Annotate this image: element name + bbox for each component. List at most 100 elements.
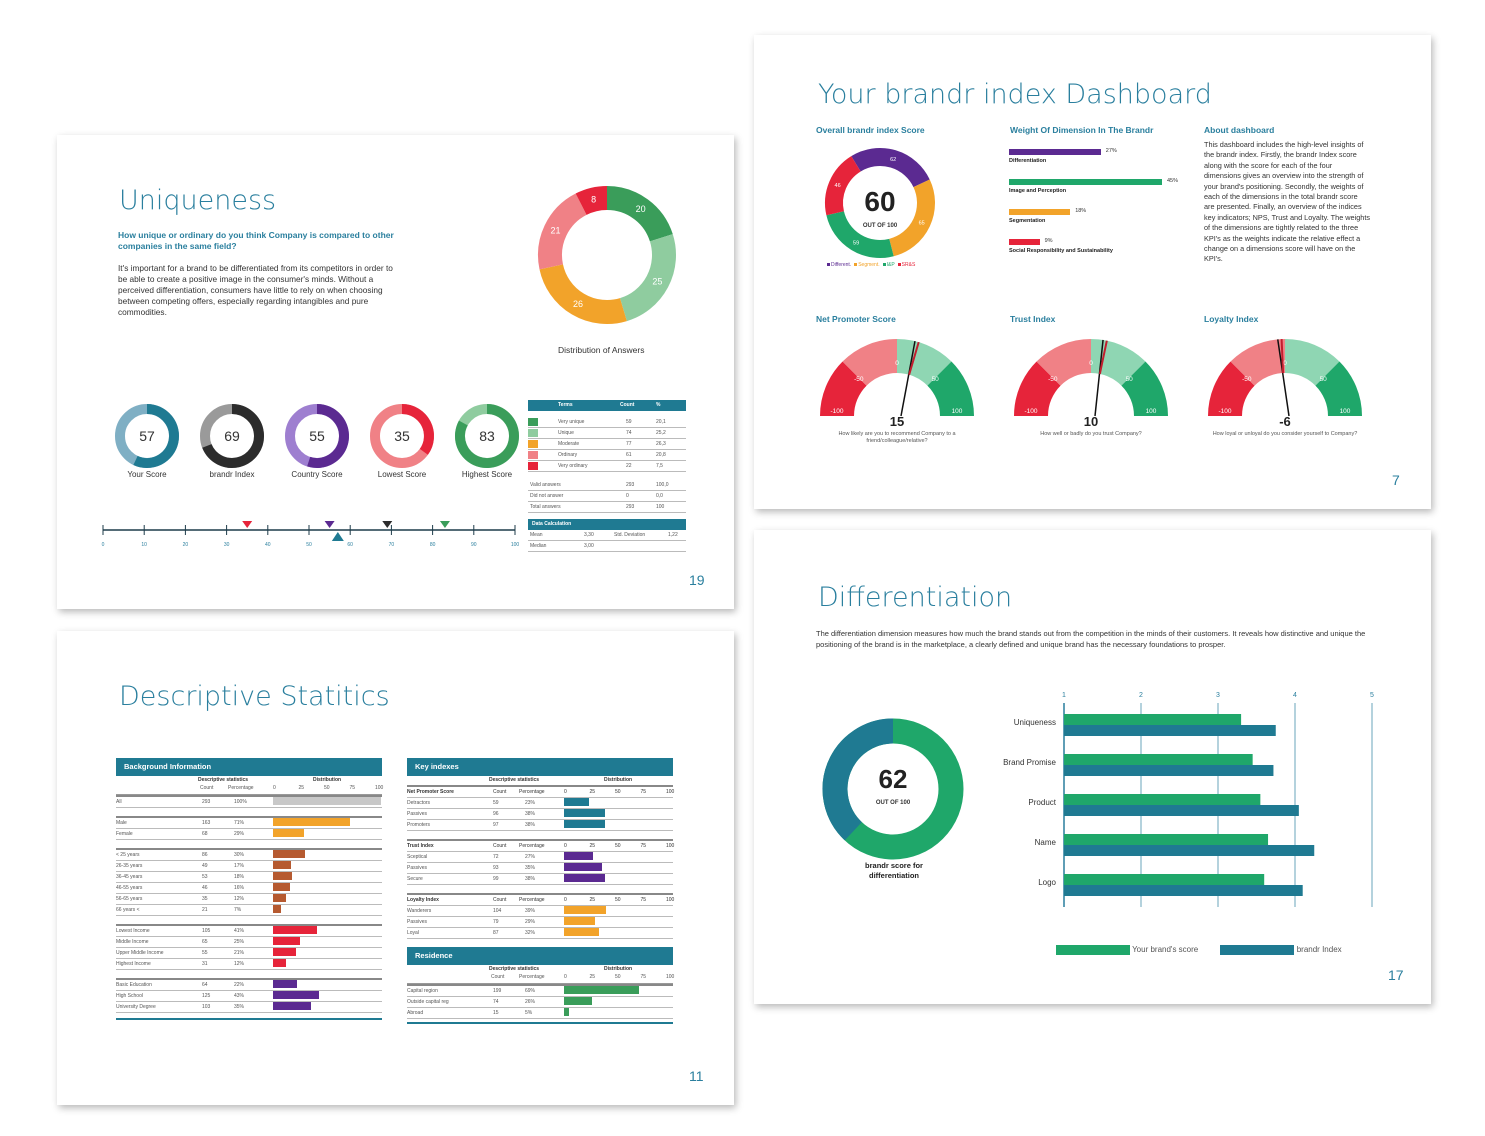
gauge-value: 15 <box>889 414 905 429</box>
terms-col-terms: Terms <box>558 402 573 408</box>
donut-slice <box>606 186 673 242</box>
x-tick-label: 2 <box>1139 692 1143 699</box>
score-value: 55 <box>309 428 325 444</box>
score-arc <box>307 404 349 468</box>
stat-row: Passives 93 35% <box>407 863 673 874</box>
stat-name: All <box>116 799 122 805</box>
col-count: Count <box>491 974 505 980</box>
col-stats: Descriptive statistics <box>489 966 540 972</box>
stat-count: 72 <box>493 854 499 860</box>
legend-label: SR&S <box>901 262 916 268</box>
stat-row: Basic Education 64 22% <box>116 978 382 991</box>
gauge-title: Net Promoter Score <box>816 314 896 324</box>
gauge-tick-label: 100 <box>952 408 963 415</box>
answers-name: Valid answers <box>530 482 561 488</box>
body-text: It's important for a brand to be differe… <box>118 263 393 317</box>
stat-name: Basic Education <box>116 982 152 988</box>
stat-count: 87 <box>493 930 499 936</box>
stat-count: 68 <box>202 831 208 837</box>
category-label: Brand Promise <box>1003 758 1056 767</box>
terms-row: Moderate 77 26,3 <box>528 439 686 450</box>
stat-name: Passives <box>407 865 428 871</box>
score-circle: 35 <box>370 404 434 468</box>
stat-row: Upper Middle Income 55 21% <box>116 948 382 959</box>
bar-brand <box>1064 754 1253 765</box>
stat-name: Highest Income <box>116 961 151 967</box>
page-number: 7 <box>1392 472 1400 488</box>
gauge-band <box>1036 339 1092 387</box>
weight-bar <box>1009 209 1071 215</box>
weight-bar <box>1009 239 1040 245</box>
stat-name: High School <box>116 993 143 999</box>
stat-row: Trust Index Count Percentage 0 25 50 75 100 <box>407 839 674 852</box>
table-foot <box>116 1018 382 1020</box>
stat-pct: 7% <box>234 907 242 913</box>
about-text: This dashboard includes the high-level i… <box>1204 140 1371 264</box>
stat-name: Outside capital reg <box>407 999 449 1005</box>
stat-name: Loyalty Index <box>407 897 439 903</box>
legend-swatch <box>897 263 901 266</box>
gauge-band <box>1314 361 1362 417</box>
terms-swatch <box>528 418 538 426</box>
overall-donut-label: 59 <box>853 240 859 246</box>
terms-count: 22 <box>626 463 632 469</box>
stat-pct: 100% <box>234 799 247 805</box>
stat-count: 93 <box>493 865 499 871</box>
stat-bar <box>273 829 305 837</box>
page-number: 11 <box>689 1068 704 1084</box>
score-arc <box>202 404 264 468</box>
col-stats: Descriptive statistics <box>198 777 249 783</box>
gauge-band <box>926 361 974 417</box>
stat-count: Count <box>493 843 507 849</box>
differentiation-donut: 62 OUT OF 100 <box>822 718 964 860</box>
stat-name: Abroad <box>407 1010 424 1016</box>
stat-row: 66 years < 21 7% <box>116 905 382 916</box>
stat-name: Net Promoter Score <box>407 789 454 795</box>
calc-row: Median 3,00 <box>528 541 686 552</box>
differentiation-score: 62 <box>879 764 908 794</box>
col-header-sub: Count Percentage 0 25 50 75 100 <box>116 785 383 795</box>
gauge-reference <box>1280 339 1285 374</box>
score-value: 83 <box>479 428 495 444</box>
gauge-value: 10 <box>1083 414 1099 429</box>
x-tick-label: 4 <box>1293 692 1297 699</box>
stat-bar <box>564 917 596 925</box>
stat-count: 35 <box>202 896 208 902</box>
terms-name: Unique <box>558 430 574 436</box>
stat-pct: 38% <box>525 876 536 882</box>
terms-name: Very unique <box>558 419 585 425</box>
gauge-value: -6 <box>1279 414 1291 429</box>
gauge-tick-label: -100 <box>830 408 843 415</box>
stat-bar <box>273 894 286 902</box>
score-circle: 57 <box>115 404 179 468</box>
bar-brand <box>1064 714 1242 725</box>
calc-label: Mean <box>530 532 543 538</box>
answers-count: 293 <box>626 504 635 510</box>
stat-row: Capital region 199 69% <box>407 984 673 997</box>
col-pct: Percentage <box>519 974 545 980</box>
bar-index <box>1064 725 1276 736</box>
stat-pct: 23% <box>525 800 536 806</box>
stat-pct: 38% <box>525 811 536 817</box>
axis-tick: 25 <box>589 974 596 980</box>
gauge: -100 -50 0 50 100 <box>1208 339 1362 417</box>
answers-row: Total answers 293 100 <box>528 502 686 513</box>
score-value: 35 <box>394 428 410 444</box>
legend-swatch <box>882 263 886 266</box>
stat-bar <box>273 980 297 988</box>
stat-bar <box>273 926 318 934</box>
differentiation-score-sub: OUT OF 100 <box>876 800 911 806</box>
gauge-caption: How loyal or unloyal do you consider you… <box>1212 431 1358 437</box>
stat-count: 86 <box>202 852 208 858</box>
axis-tick: 25 <box>589 843 596 849</box>
body-text: The differentiation dimension measures h… <box>816 629 1366 649</box>
gauge-band <box>1014 361 1062 417</box>
group-spacer <box>116 916 382 924</box>
weights-chart: 27% Differentiation 45% Image and Perceptio… <box>1009 148 1179 269</box>
gauge-tick-label: -50 <box>1048 376 1058 383</box>
col-dist: Distribution <box>604 966 633 972</box>
scale-tick-label: 100 <box>511 542 520 548</box>
donut-slice <box>539 263 627 324</box>
terms-name: Moderate <box>558 441 580 447</box>
stat-pct: 69% <box>525 988 536 994</box>
